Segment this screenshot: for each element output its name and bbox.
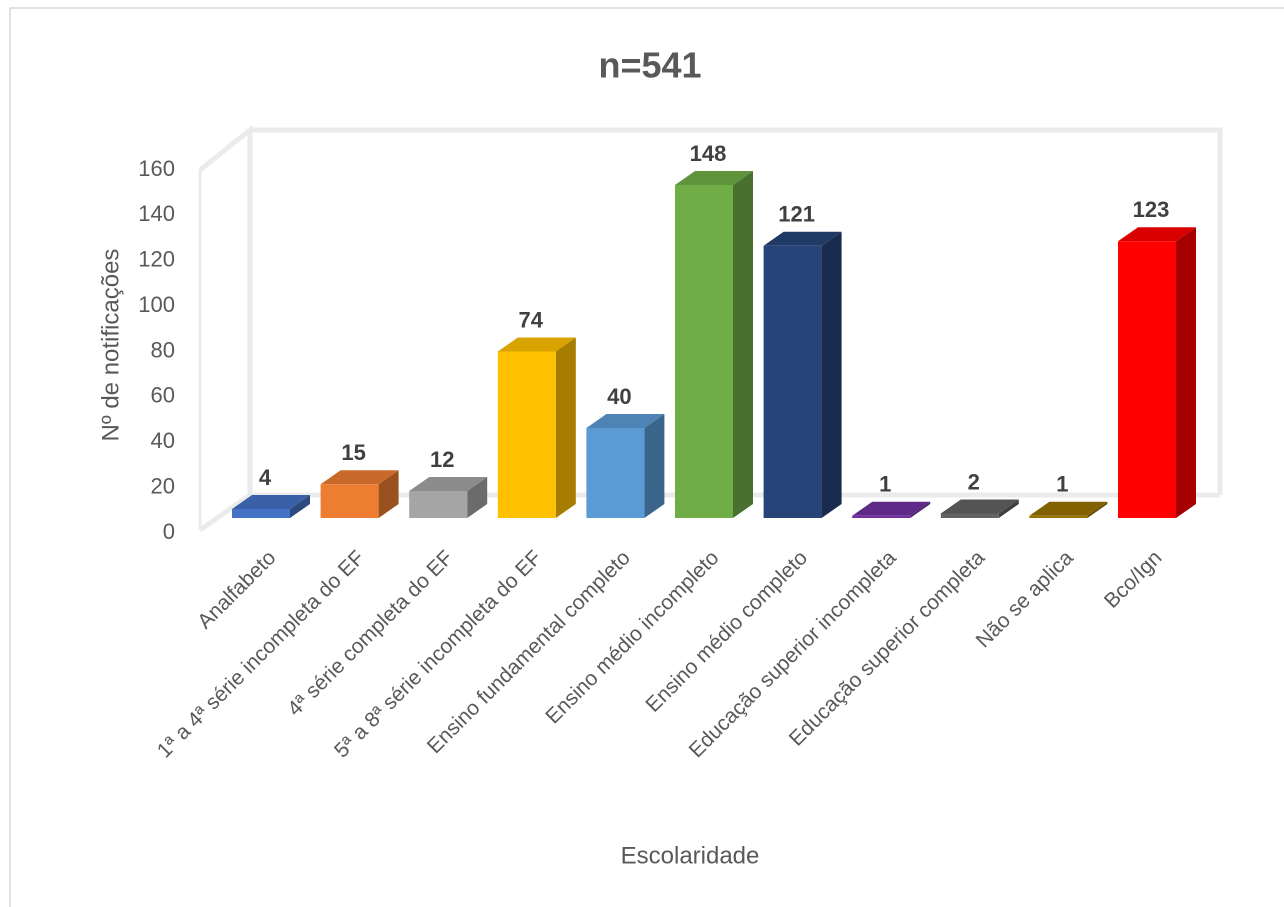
bar xyxy=(320,484,379,518)
bar xyxy=(940,513,999,518)
bar-side xyxy=(910,501,931,518)
chart-title: n=541 xyxy=(598,45,701,86)
value-label: 40 xyxy=(607,384,631,409)
y-axis-label: Nº de notificações xyxy=(97,249,124,442)
y-tick-label: 60 xyxy=(151,383,175,408)
y-tick-label: 0 xyxy=(163,519,175,544)
bar-top xyxy=(497,337,576,352)
bar-top xyxy=(852,501,931,516)
value-label: 15 xyxy=(341,440,365,465)
bar-top xyxy=(1029,501,1108,516)
bar-top xyxy=(586,414,665,428)
bar-top xyxy=(232,495,310,509)
value-label: 1 xyxy=(1056,472,1068,497)
y-tick-label: 20 xyxy=(151,473,175,498)
bar-top xyxy=(1118,227,1196,242)
y-tick-label: 120 xyxy=(138,247,175,272)
bar-side xyxy=(290,495,310,518)
y-tick-label: 80 xyxy=(151,337,175,362)
value-label: 2 xyxy=(968,469,980,494)
value-label: 148 xyxy=(690,141,727,166)
value-label: 74 xyxy=(519,307,544,332)
bar xyxy=(852,515,911,518)
bar xyxy=(232,509,290,518)
bar-side xyxy=(1087,501,1108,518)
value-label: 1 xyxy=(879,472,891,497)
bar-side xyxy=(821,231,842,518)
bar-side xyxy=(1176,227,1196,518)
value-label: 12 xyxy=(430,447,454,472)
bar-top xyxy=(940,499,1019,514)
bar xyxy=(586,428,645,518)
bar xyxy=(1118,241,1176,518)
y-tick-label: 140 xyxy=(138,201,175,226)
y-tick-label: 100 xyxy=(138,292,175,317)
bar-side xyxy=(378,470,399,518)
bar-side xyxy=(467,477,488,518)
bar-top xyxy=(763,231,842,246)
bar xyxy=(497,351,556,518)
y-tick-label: 40 xyxy=(151,428,175,453)
bar-top xyxy=(675,171,753,185)
value-label: 121 xyxy=(778,202,815,227)
bar xyxy=(409,491,468,518)
bar xyxy=(1029,515,1088,518)
bar-side xyxy=(644,414,665,518)
x-axis-label: Escolaridade xyxy=(621,842,760,869)
value-label: 4 xyxy=(259,465,272,490)
y-tick-label: 160 xyxy=(138,156,175,181)
bar-side xyxy=(733,171,753,518)
bar-top xyxy=(320,470,399,485)
bar-top xyxy=(409,477,488,491)
value-label: 123 xyxy=(1133,197,1170,222)
bar-side xyxy=(998,499,1019,518)
bar-side xyxy=(555,337,576,518)
bar xyxy=(675,185,733,518)
back-wall xyxy=(250,127,1223,495)
bar xyxy=(763,245,822,518)
